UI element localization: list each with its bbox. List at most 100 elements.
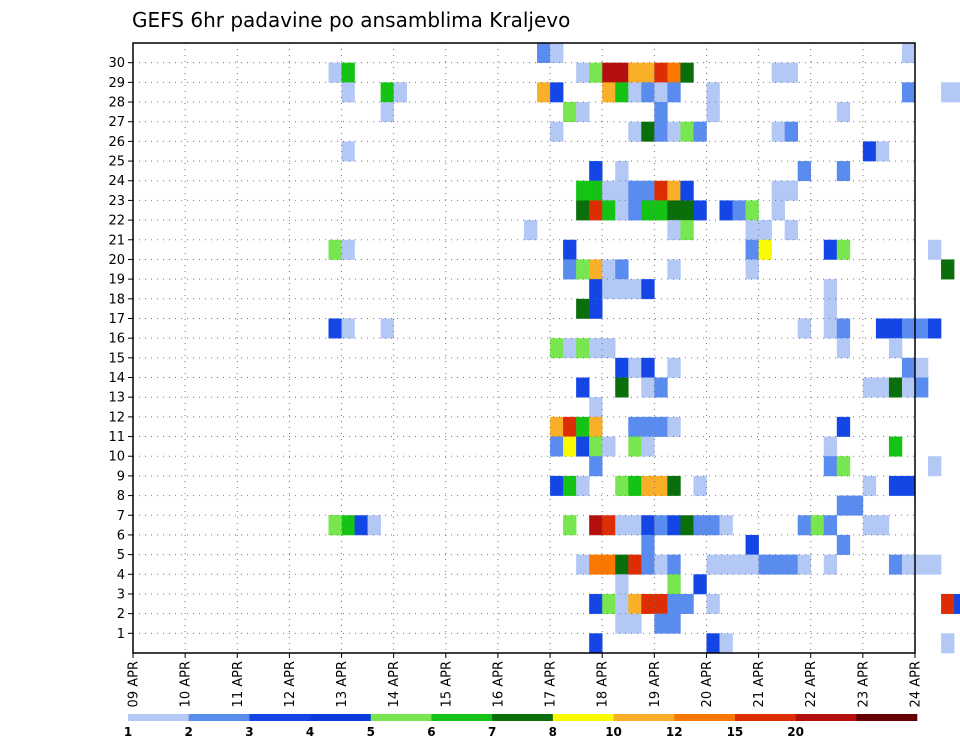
heatmap-cell <box>836 161 851 182</box>
heatmap-cell <box>602 259 616 280</box>
heatmap-cell <box>693 200 707 221</box>
heatmap-cell <box>654 475 668 496</box>
heatmap-cell <box>576 338 590 359</box>
heatmap-cell <box>875 377 890 398</box>
x-tick-label: 09 APR <box>127 661 142 707</box>
heatmap-cell <box>667 220 681 241</box>
colorbar-label: 12 <box>666 725 683 739</box>
heatmap-cell <box>576 475 590 496</box>
heatmap-cell <box>706 102 720 123</box>
heatmap-cell <box>654 416 668 437</box>
heatmap-cell <box>745 200 759 221</box>
heatmap-cell <box>888 436 903 457</box>
heatmap-cell <box>641 82 655 103</box>
heatmap-cell <box>693 574 707 595</box>
heatmap-cell <box>589 515 603 536</box>
heatmap-cell <box>797 161 812 182</box>
y-tick-label: 18 <box>108 292 125 307</box>
x-axis: 09 APR 10 APR 11 APR 12 APR 13 APR 14 APR 15 A… <box>127 653 924 707</box>
colorbar-swatch <box>674 714 736 721</box>
heatmap-cell <box>654 200 668 221</box>
heatmap-cell <box>615 554 629 575</box>
colorbar-swatch <box>249 714 311 721</box>
heatmap-cell <box>771 62 785 83</box>
x-tick-label: 22 APR <box>804 661 819 707</box>
heatmap-cell <box>706 633 720 654</box>
heatmap-cell <box>654 593 668 614</box>
heatmap-cell <box>641 515 655 536</box>
heatmap-cell <box>654 62 668 83</box>
y-tick-label: 30 <box>108 56 125 71</box>
heatmap-cell <box>862 515 877 536</box>
y-tick-label: 4 <box>117 568 125 583</box>
heatmap-cell <box>654 82 668 103</box>
heatmap-cell <box>784 180 798 201</box>
plot-frame <box>132 42 916 654</box>
heatmap-cell <box>875 318 890 339</box>
y-tick-label: 8 <box>117 489 125 504</box>
heatmap-cell <box>641 593 655 614</box>
colorbar-swatch <box>188 714 250 721</box>
heatmap-cell <box>550 475 564 496</box>
heatmap-cell <box>628 593 642 614</box>
heatmap-cell <box>654 121 668 142</box>
colorbar-label: 10 <box>605 725 622 739</box>
y-axis: 1234567891011121314151617181920212223242… <box>108 56 133 642</box>
x-tick-label: 23 APR <box>856 661 871 707</box>
x-tick-label: 21 APR <box>752 661 767 707</box>
heatmap-cell <box>615 200 629 221</box>
heatmap-cell <box>328 239 342 260</box>
heatmap-cell <box>641 554 655 575</box>
heatmap-cell <box>615 377 629 398</box>
heatmap-cell <box>667 554 681 575</box>
heatmap-cell <box>928 318 942 339</box>
heatmap-cell <box>615 82 629 103</box>
heatmap-cell <box>602 338 616 359</box>
heatmap-cell <box>823 456 838 477</box>
chart-title: GEFS 6hr padavine po ansamblima Kraljevo <box>132 8 570 32</box>
colorbar-swatch <box>431 714 493 721</box>
heatmap-cell <box>758 220 772 241</box>
heatmap-cell <box>641 416 655 437</box>
heatmap-cell <box>576 377 590 398</box>
heatmap-cell <box>693 121 707 142</box>
heatmap-cell <box>823 279 838 300</box>
heatmap-cell <box>745 239 759 260</box>
y-tick-label: 7 <box>117 509 125 524</box>
heatmap-cell <box>915 554 929 575</box>
heatmap-cell <box>393 82 407 103</box>
colorbar-label: 20 <box>787 725 804 739</box>
heatmap-cell <box>771 554 785 575</box>
heatmap-cell <box>706 554 720 575</box>
heatmap-cell <box>667 180 681 201</box>
heatmap-cell <box>654 554 668 575</box>
heatmap-cell <box>615 574 629 595</box>
heatmap-cell <box>563 475 577 496</box>
heatmap-cell <box>719 200 733 221</box>
colorbar-swatch <box>795 714 857 721</box>
heatmap-cell <box>602 180 616 201</box>
heatmap-cell <box>615 613 629 634</box>
y-tick-label: 12 <box>108 410 125 425</box>
y-tick-label: 23 <box>108 194 125 209</box>
x-tick-label: 18 APR <box>596 661 611 707</box>
y-tick-label: 28 <box>108 96 125 111</box>
colorbar-swatch <box>613 714 675 721</box>
heatmap-cell <box>576 436 590 457</box>
heatmap-cell <box>901 475 916 496</box>
y-tick-label: 3 <box>117 587 125 602</box>
heatmap-cell <box>745 220 759 241</box>
y-tick-label: 10 <box>108 450 125 465</box>
heatmap-cell <box>641 534 655 555</box>
heatmap-cell <box>641 377 655 398</box>
heatmap-cell <box>589 161 603 182</box>
heatmap-cell <box>719 554 733 575</box>
heatmap-cell <box>641 357 655 378</box>
heatmap-cell <box>836 416 851 437</box>
heatmap-cell <box>628 279 642 300</box>
heatmap-cell <box>589 62 603 83</box>
colorbar-swatch <box>552 714 614 721</box>
heatmap-cell <box>888 338 903 359</box>
heatmap-cell <box>797 318 812 339</box>
